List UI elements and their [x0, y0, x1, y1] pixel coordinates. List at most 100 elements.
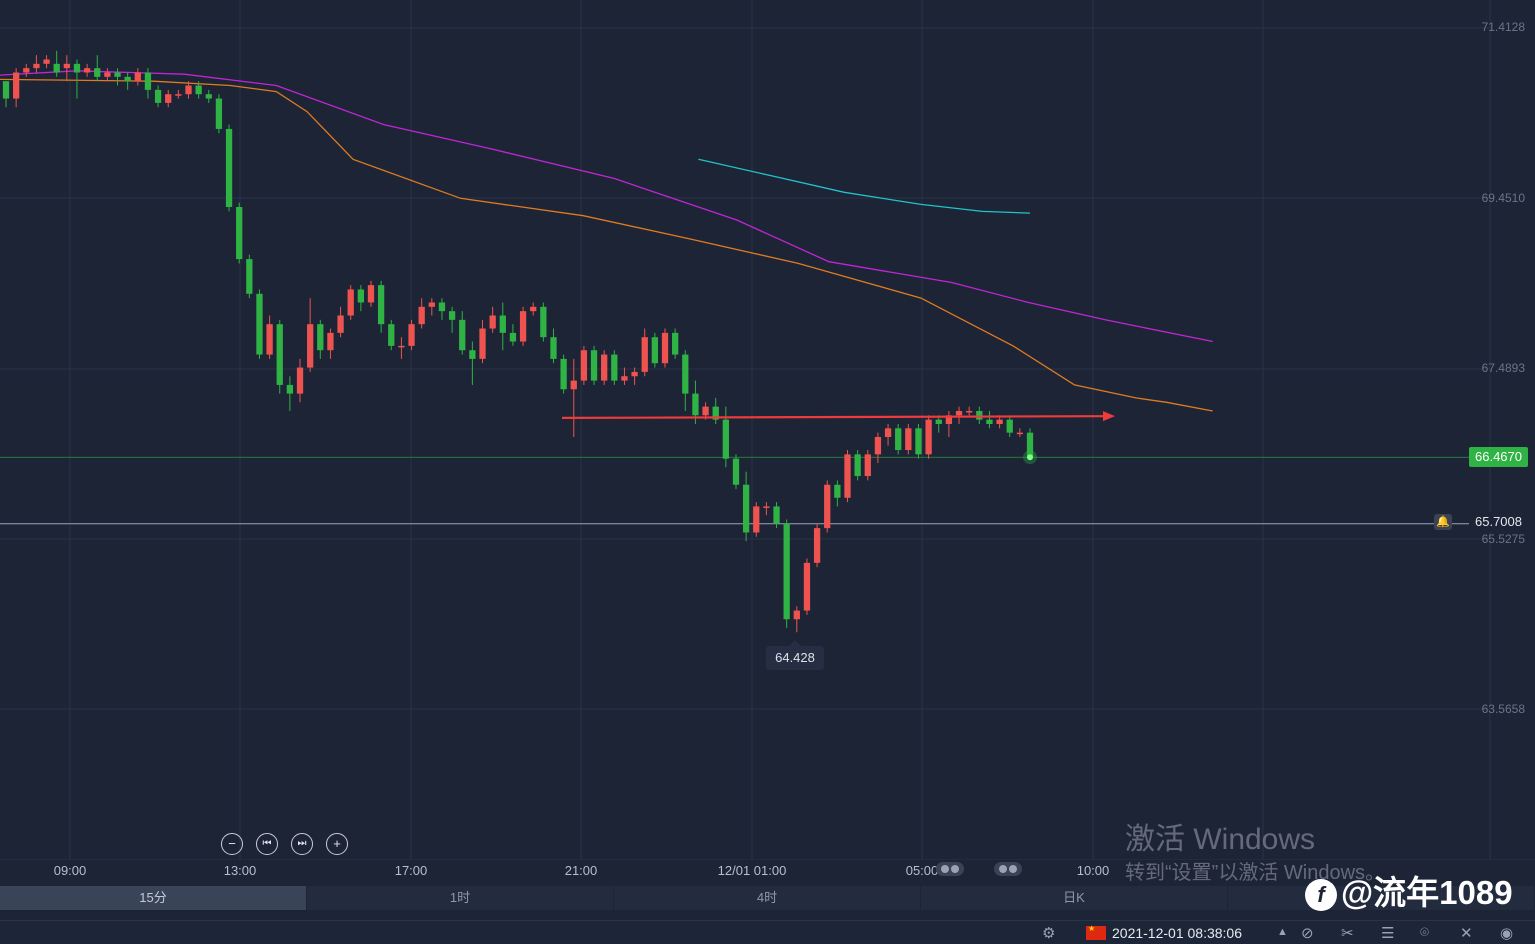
candle-body [935, 419, 942, 424]
brand-text: @流年1089 [1341, 874, 1513, 911]
candle-body [337, 315, 344, 333]
candle-body [83, 68, 91, 73]
candle-body [104, 72, 111, 77]
candle-body [844, 454, 851, 498]
candle-body [793, 610, 800, 620]
x-tick-label: 12/01 01:00 [717, 863, 787, 878]
tab-15m[interactable]: 15分 [0, 886, 307, 910]
scroll-handle-left[interactable] [936, 862, 964, 876]
candle-body [976, 410, 983, 420]
candle-body [195, 85, 202, 95]
candle-body [945, 415, 953, 424]
x-tick-label: 21:00 [564, 863, 598, 878]
zoom-out-button[interactable]: − [221, 833, 243, 855]
candle-body [23, 68, 30, 73]
tab-4h[interactable]: 4时 [614, 886, 921, 910]
candle-body [803, 562, 811, 611]
candle-body [641, 337, 648, 372]
tab-1h[interactable]: 1时 [307, 886, 614, 910]
candle-body [661, 332, 669, 364]
mute-icon[interactable]: ✕ [1460, 925, 1473, 942]
tool-icon[interactable]: ✂ [1341, 925, 1354, 942]
ma-line-magenta [0, 70, 1213, 343]
bell-icon[interactable]: 🔔 [1434, 514, 1452, 530]
candle-body [824, 484, 831, 529]
candle-body [438, 302, 446, 312]
watermark-title: 激活 Windows [1125, 823, 1316, 856]
candle-body [165, 94, 172, 103]
candle-body [986, 419, 993, 424]
next-button[interactable]: ⏭ [291, 833, 313, 855]
camera-icon[interactable]: ⌾ [1420, 924, 1430, 941]
candle-body [753, 506, 760, 533]
low-price-tag: 64.428 [766, 646, 824, 670]
candle-body [590, 350, 598, 381]
candle-body [672, 332, 679, 355]
candle-body [540, 306, 547, 338]
y-tick-label: 65.5275 [1481, 532, 1525, 546]
candle-body [33, 63, 40, 69]
candle-body [53, 63, 60, 73]
candle-body [621, 376, 628, 381]
candle-body [742, 484, 750, 533]
status-datetime: 2021-12-01 08:38:06 [1112, 925, 1242, 941]
candle-body [560, 358, 567, 390]
prev-button[interactable]: ⏮ [256, 833, 278, 855]
scroll-handle-right[interactable] [994, 862, 1022, 876]
candle-body [1026, 432, 1034, 457]
candle-body [722, 419, 729, 459]
candle-body [63, 63, 70, 69]
candle-body [408, 324, 415, 346]
candle-body [651, 337, 659, 364]
candle-body [12, 72, 20, 99]
low-marker-arrow [789, 640, 801, 646]
no-signal-icon[interactable]: ⊘ [1301, 925, 1314, 942]
candle-body [377, 285, 385, 325]
candle-body [175, 94, 182, 96]
candle-body [682, 354, 689, 394]
candle-body [601, 354, 608, 381]
candle-body [580, 350, 588, 381]
ma-line-cyan [698, 158, 1031, 214]
candle-body [459, 319, 466, 351]
candle-body [154, 89, 162, 103]
candle-body [2, 81, 10, 99]
candle-body [144, 72, 152, 90]
candle-body [73, 63, 81, 73]
candle-body [955, 410, 963, 416]
candle-body [43, 59, 50, 64]
y-tick-label: 71.4128 [1481, 20, 1525, 34]
eye-icon[interactable]: ◉ [1500, 925, 1514, 942]
candle-body [124, 76, 131, 82]
price-chart[interactable] [0, 0, 1535, 860]
candle-body [996, 419, 1003, 424]
candle-body [246, 259, 253, 294]
settings-icon[interactable]: ⚙ [1042, 925, 1056, 942]
flag-cn-icon [1086, 924, 1106, 940]
candle-body [205, 94, 212, 99]
triangle-up-icon[interactable]: ▲ [1277, 926, 1288, 938]
candle-body [895, 428, 902, 451]
candle-body [327, 332, 334, 351]
x-tick-label: 09:00 [53, 863, 87, 878]
zoom-in-button[interactable]: + [326, 833, 348, 855]
y-tick-label: 63.5658 [1481, 702, 1525, 716]
candle-body [418, 306, 425, 325]
menu-icon[interactable]: ☰ [1381, 925, 1395, 942]
candle-body [712, 406, 719, 420]
candle-body [519, 311, 527, 342]
candle-body [236, 207, 243, 260]
alert-price-tag[interactable]: 65.7008 [1469, 512, 1528, 532]
candle-body [266, 324, 273, 355]
candle-body [367, 285, 375, 303]
candle-body [307, 324, 314, 368]
candle-body [448, 311, 456, 320]
candle-body [225, 128, 233, 208]
candle-body [702, 406, 709, 416]
tab-1d[interactable]: 日K [921, 886, 1228, 910]
candle-body [915, 428, 922, 455]
x-tick-label: 10:00 [1076, 863, 1110, 878]
current-price-tag: 66.4670 [1469, 447, 1528, 467]
candle-body [317, 324, 324, 351]
candle-body [966, 410, 973, 413]
